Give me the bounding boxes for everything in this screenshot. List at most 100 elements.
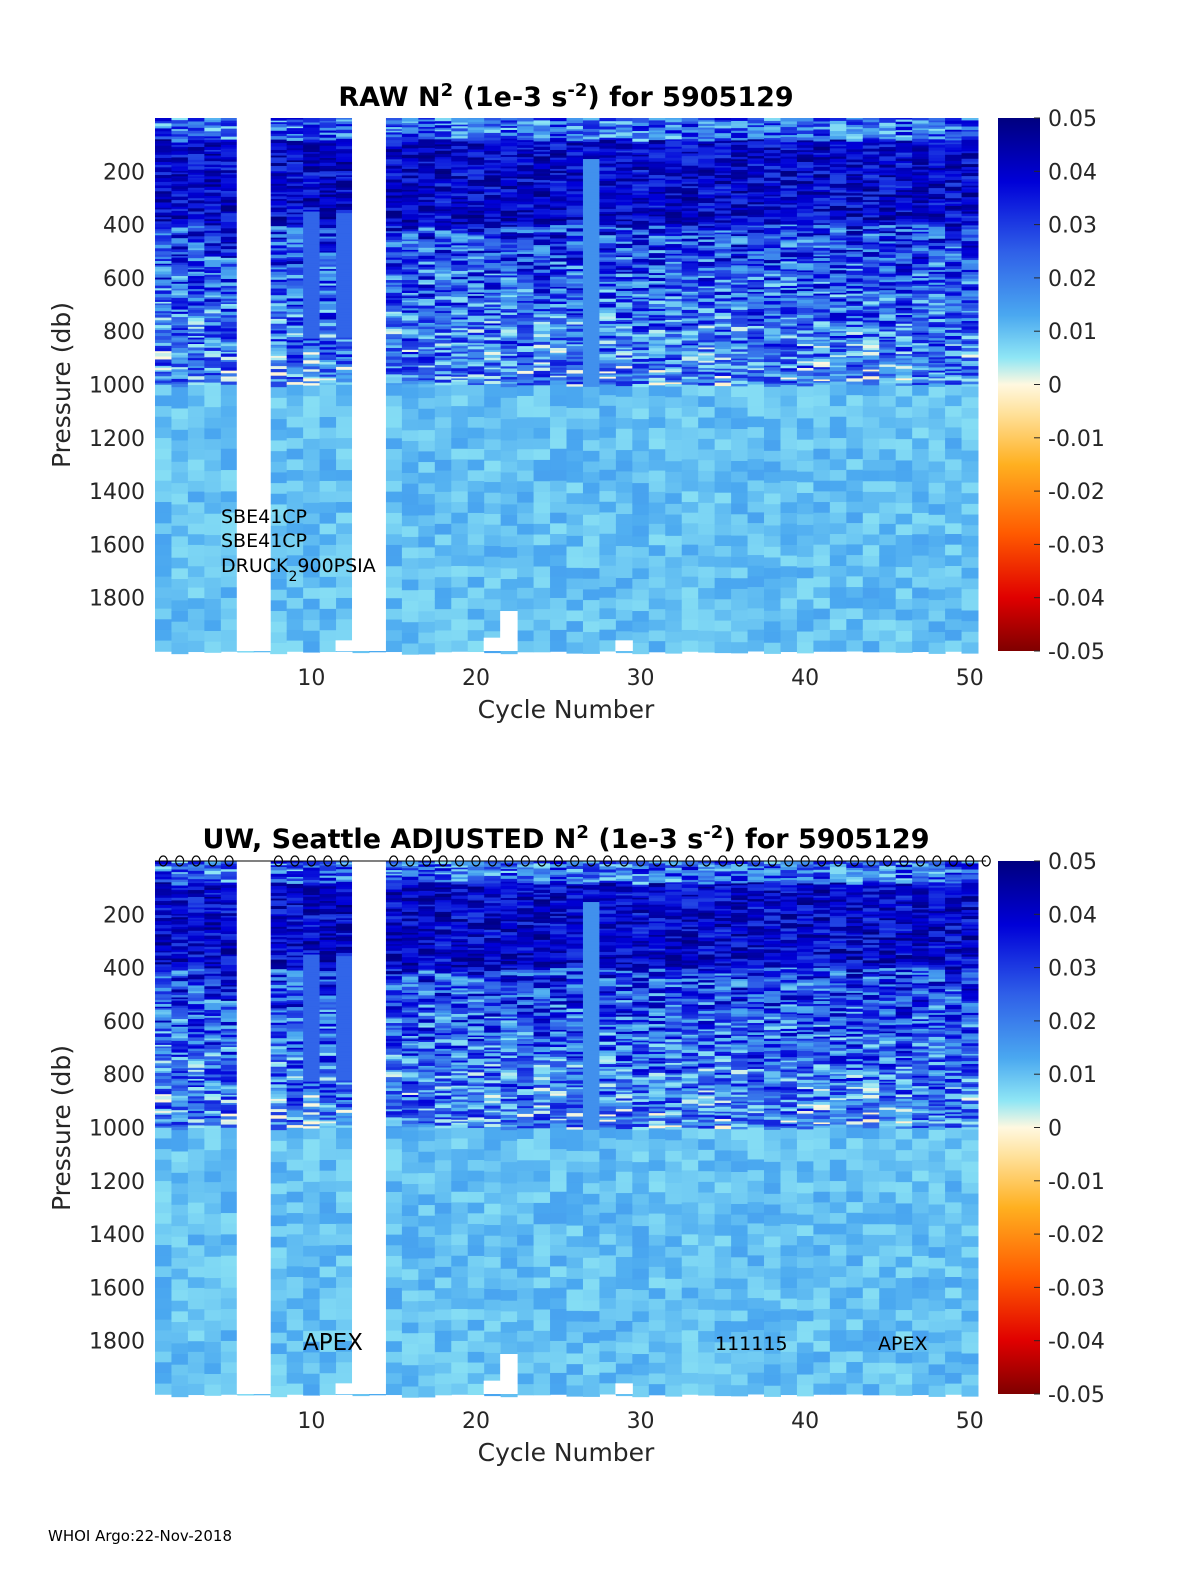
heatmap-cell [418,121,436,125]
heatmap-cell [566,257,584,261]
heatmap-cell [155,395,172,407]
heatmap-cell [698,492,716,504]
heatmap-cell [517,351,535,356]
heatmap-cell [550,143,567,148]
heatmap-cell [204,118,222,121]
heatmap-cell [418,494,436,506]
heatmap-cell [171,547,189,559]
heatmap-cell [517,129,535,134]
heatmap-cell [286,285,304,290]
heatmap-cell [385,576,403,589]
heatmap-cell [155,576,172,588]
heatmap-cell [434,379,452,384]
heatmap-cell [582,167,600,170]
heatmap-cell [418,419,436,431]
heatmap-cell [336,198,354,202]
heatmap-cell [582,183,600,187]
heatmap-cell [434,280,452,284]
heatmap-cell [336,576,354,588]
heatmap-cell [204,125,222,129]
heatmap-cell [566,370,584,375]
heatmap-cell [533,175,551,178]
heatmap-cell [401,219,419,223]
heatmap-cell [171,243,189,247]
heatmap-cell [319,344,337,348]
heatmap-cell [467,417,485,429]
heatmap-cell [434,449,452,461]
heatmap-cell [319,290,337,294]
heatmap-cell [204,316,222,319]
heatmap-cell [286,565,304,578]
heatmap-cell [615,372,633,375]
heatmap-cell [187,236,205,240]
heatmap-cell [319,216,337,220]
heatmap-cell [286,133,304,137]
heatmap-cell [764,343,781,348]
heatmap-cell [187,269,205,273]
heatmap-cell [286,176,304,179]
heatmap-cell [385,143,403,148]
heatmap-cell [401,183,419,187]
heatmap-cell [336,322,354,326]
heatmap-cell [632,181,650,185]
heatmap-cell [599,326,617,329]
heatmap-cell [517,459,535,472]
heatmap-cell [286,351,304,356]
heatmap-cell [467,220,485,225]
heatmap-cell [270,152,288,157]
heatmap-cell [747,293,765,298]
heatmap-cell [451,218,469,223]
heatmap-cell [467,619,485,631]
heatmap-cell [648,459,666,472]
heatmap-cell [467,258,485,263]
heatmap-cell [155,297,172,301]
heatmap-cell [681,222,699,227]
heatmap-cell [220,370,238,374]
heatmap-cell [731,273,749,278]
heatmap-cell [632,600,650,612]
heatmap-cell [451,184,469,187]
heatmap-cell [467,284,485,288]
heatmap-cell [451,480,469,492]
heatmap-cell [187,312,205,317]
heatmap-cell [615,221,633,226]
heatmap-cell [220,341,238,344]
heatmap-cell [451,209,469,213]
heatmap-cell [204,182,222,185]
heatmap-cell [303,187,321,191]
heatmap-cell [155,223,172,228]
heatmap-cell [270,130,288,135]
heatmap-cell [270,136,288,141]
heatmap-cell [615,514,633,526]
heatmap-cell [484,270,502,275]
heatmap-cell [319,151,337,156]
heatmap-cell [401,161,419,166]
heatmap-cell [434,195,452,199]
heatmap-cell [467,206,485,210]
heatmap-cell [336,138,354,143]
heatmap-cell [270,267,288,270]
heatmap-cell [155,619,172,631]
heatmap-cell [385,311,403,315]
heatmap-cell [401,127,419,131]
heatmap-cell [747,565,765,577]
heatmap-cell [204,256,222,261]
heatmap-cell [747,544,765,556]
heatmap-cell [484,203,502,206]
heatmap-cell [550,427,567,439]
heatmap-cell [550,165,567,170]
heatmap-cell [533,191,551,195]
heatmap-cell [155,128,172,132]
heatmap-cell [385,129,403,132]
heatmap-cell [566,233,584,237]
heatmap-cell [286,345,304,350]
heatmap-cell [451,351,469,355]
heatmap-cell [467,227,485,230]
heatmap-cell [550,406,567,418]
heatmap-cell [187,385,205,397]
heatmap-cell [336,619,354,631]
heatmap-cell [155,290,172,295]
heatmap-cell [764,206,781,211]
heatmap-cell [270,149,288,154]
heatmap-cell [517,137,535,141]
